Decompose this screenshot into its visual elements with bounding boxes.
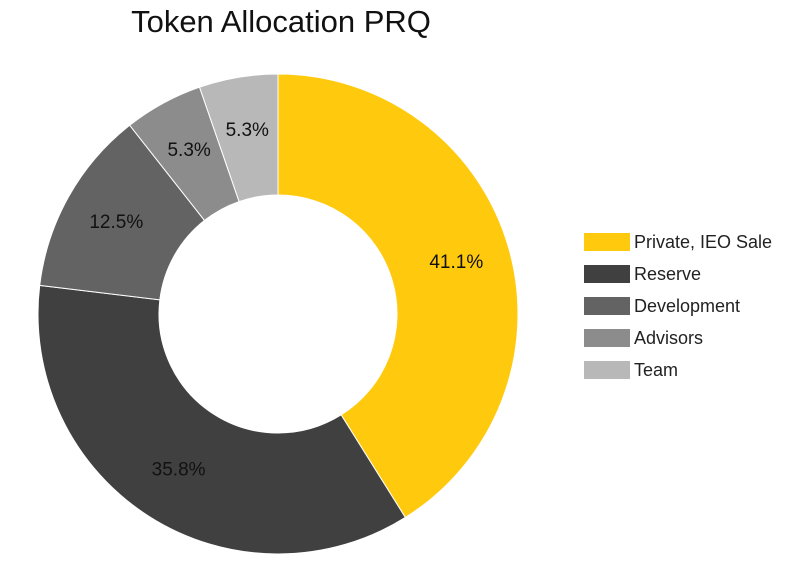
donut-slice: [37, 284, 407, 555]
legend-swatch: [584, 265, 630, 283]
donut-slice: [198, 73, 279, 203]
legend-swatch: [584, 297, 630, 315]
legend-item: Reserve: [584, 258, 772, 290]
legend-swatch: [584, 233, 630, 251]
legend-label: Private, IEO Sale: [634, 231, 773, 252]
donut-slice: [277, 73, 519, 519]
chart-title: Token Allocation PRQ: [131, 4, 431, 39]
legend-swatch: [584, 361, 630, 379]
legend-item: Team: [584, 354, 772, 386]
legend-item: Advisors: [584, 322, 772, 354]
slice-value-label: 5.3%: [226, 120, 269, 141]
donut-value-labels: 41.1% 35.8% 12.5% 5.3% 5.3%: [89, 120, 483, 481]
chart-legend: Private, IEO Sale Reserve Development Advis…: [584, 226, 772, 386]
legend-item: Private, IEO Sale: [584, 226, 772, 258]
donut-slices: [37, 73, 519, 555]
legend-label: Advisors: [634, 327, 704, 348]
legend-label: Reserve: [634, 263, 702, 284]
legend-label: Development: [634, 295, 741, 316]
slice-value-label: 12.5%: [89, 212, 143, 233]
legend-label: Team: [634, 359, 679, 380]
slice-value-label: 5.3%: [167, 140, 210, 161]
legend-item: Development: [584, 290, 772, 322]
slice-value-label: 41.1%: [429, 252, 483, 273]
slice-value-label: 35.8%: [152, 460, 206, 481]
legend-swatch: [584, 329, 630, 347]
